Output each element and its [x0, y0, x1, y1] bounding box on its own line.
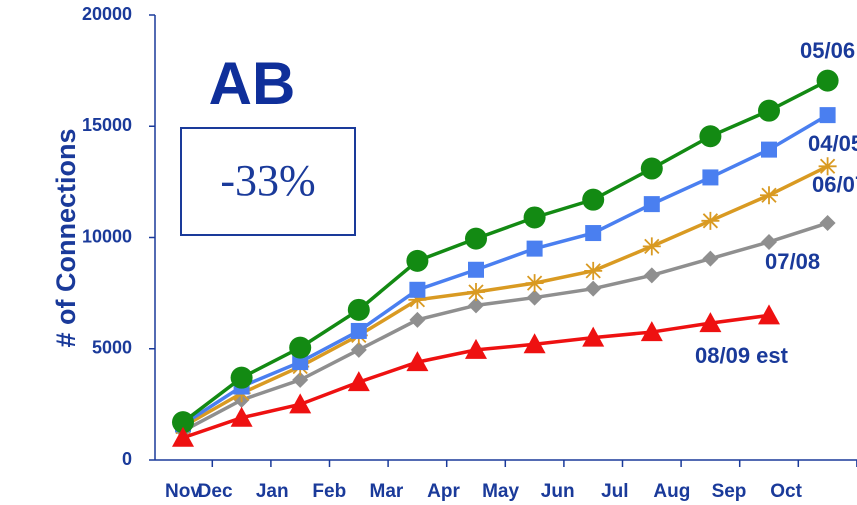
point: [643, 267, 660, 284]
point: [465, 338, 487, 359]
point: [468, 297, 484, 314]
point: [526, 289, 543, 306]
series-line: [182, 221, 829, 433]
series-label: 06/07: [812, 172, 857, 197]
point: [760, 186, 778, 205]
point: [406, 249, 429, 272]
point: [584, 261, 603, 280]
x-tick-label: Mar: [370, 481, 404, 502]
point: [699, 312, 722, 333]
point: [292, 371, 309, 388]
point: [289, 336, 312, 359]
point: [816, 69, 839, 92]
x-tick-label: Feb: [312, 481, 346, 502]
annotation: -33%: [220, 156, 315, 205]
point: [643, 196, 660, 213]
series-label: 08/09 est: [695, 343, 789, 368]
series-line: [182, 313, 770, 440]
point: [585, 225, 602, 242]
y-tick-label: 15000: [82, 115, 132, 135]
x-tick-label: Oct: [770, 481, 802, 502]
annotation-box: [180, 127, 356, 236]
x-tick-label: Jun: [541, 481, 575, 502]
point: [642, 237, 661, 256]
series-label: 04/05: [808, 131, 857, 156]
point: [582, 188, 605, 211]
point: [818, 157, 837, 176]
y-tick-label: 0: [122, 449, 132, 469]
point: [640, 157, 663, 180]
x-tick-label: Nov: [165, 481, 201, 502]
point: [526, 240, 543, 257]
point: [467, 283, 485, 302]
point: [525, 274, 544, 293]
point: [702, 169, 719, 186]
point: [761, 233, 777, 250]
point: [701, 211, 720, 230]
annotation: AB: [209, 50, 296, 117]
series-label: 05/06: [800, 38, 855, 63]
point: [350, 341, 367, 358]
series-label: 07/08: [765, 249, 820, 274]
x-tick-label: Sep: [712, 481, 747, 502]
point: [230, 366, 253, 389]
point: [758, 304, 780, 325]
point: [350, 322, 367, 339]
x-tick-label: Dec: [198, 481, 233, 502]
point: [582, 326, 605, 347]
point: [409, 281, 426, 298]
point: [172, 426, 194, 447]
point: [406, 351, 429, 372]
y-tick-label: 5000: [92, 338, 132, 358]
point: [640, 321, 663, 342]
point: [523, 206, 546, 229]
series-line: [182, 113, 829, 426]
point: [819, 107, 836, 124]
point: [172, 411, 194, 434]
point: [699, 125, 722, 148]
point: [758, 99, 780, 122]
point: [585, 280, 602, 297]
point: [702, 250, 719, 267]
point: [292, 354, 309, 371]
point: [230, 406, 253, 427]
x-tick-label: Jul: [601, 481, 628, 502]
point: [523, 333, 546, 354]
point: [761, 141, 777, 158]
point: [347, 298, 370, 321]
x-tick-label: Jan: [256, 481, 289, 502]
y-tick-label: 20000: [82, 4, 132, 24]
y-tick-label: 10000: [82, 226, 132, 246]
point: [289, 393, 312, 414]
point: [408, 290, 427, 309]
point: [465, 227, 487, 250]
point: [819, 215, 836, 232]
point: [468, 261, 484, 278]
point: [409, 311, 426, 328]
x-tick-label: May: [482, 481, 519, 502]
y-axis-label: # of Connections: [51, 128, 81, 347]
point: [347, 371, 370, 392]
x-tick-label: Apr: [427, 481, 460, 502]
series-line: [182, 164, 829, 429]
x-tick-label: Aug: [653, 481, 690, 502]
